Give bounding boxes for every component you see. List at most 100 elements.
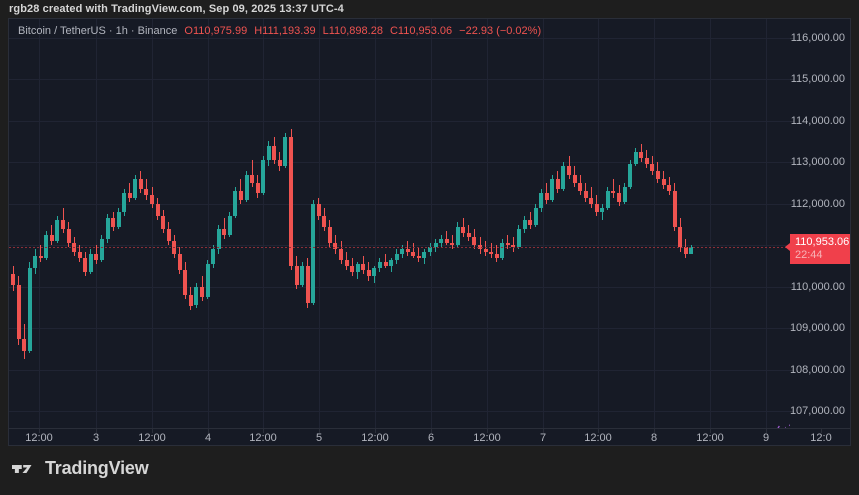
candle-wick: [251, 160, 253, 188]
candle-body: [350, 266, 355, 273]
candle-body: [11, 274, 15, 285]
candle-body: [411, 251, 416, 256]
price-axis-label: 116,000.00: [790, 32, 845, 44]
legend-change: −22.93 (−0.02%): [459, 25, 542, 37]
current-price-value: 110,953.06: [795, 236, 850, 248]
candle-body: [150, 195, 154, 204]
time-axis-label: 7: [539, 432, 547, 444]
candle-body: [528, 220, 533, 225]
candle-body: [250, 174, 255, 183]
candle-body: [94, 253, 99, 260]
candle-body: [444, 239, 449, 244]
price-axis-label: 113,000.00: [790, 156, 845, 168]
candle-body: [550, 178, 555, 200]
candle-body: [400, 249, 405, 254]
candle-body: [516, 228, 521, 248]
gridline-horizontal: [9, 121, 790, 122]
legend-open-value: 110,975.99: [192, 25, 248, 37]
candle-body: [661, 178, 666, 186]
candle-body: [138, 178, 143, 190]
candle-body: [461, 226, 466, 233]
candle-body: [678, 226, 683, 248]
price-axis[interactable]: 116,000.00 115,000.00 114,000.00 113,000.00…: [785, 19, 850, 428]
candle-wick: [446, 230, 448, 246]
candle-body: [55, 220, 60, 242]
tradingview-logo[interactable]: TradingView: [12, 458, 149, 479]
candle-body: [238, 191, 243, 200]
candle-body: [450, 243, 455, 246]
candle-wick: [546, 183, 548, 204]
candle-body: [200, 286, 205, 298]
candle-body: [422, 251, 427, 258]
time-axis-label: 12:00: [584, 432, 612, 444]
legend-low-label: L: [322, 25, 329, 37]
time-axis[interactable]: 12:00 3 12:00 4 12:00 5 12:00 6 12:00 7 12:00 8 12:0…: [9, 428, 850, 445]
legend-symbol: Bitcoin / TetherUS · 1h · Binance: [18, 25, 178, 37]
chart-plot-area[interactable]: Bitcoin / TetherUS · 1h · Binance O110,97…: [9, 19, 790, 428]
candle-body: [177, 253, 182, 271]
time-axis-label: 12:00: [361, 432, 389, 444]
candle-body: [622, 187, 627, 202]
candle-body: [372, 268, 377, 277]
gridline-vertical: [766, 19, 767, 428]
price-badge-arrow: [785, 243, 790, 251]
current-price-badge[interactable]: 110,953.06 22:44: [790, 234, 850, 264]
chart-legend[interactable]: Bitcoin / TetherUS · 1h · Binance O110,97…: [18, 25, 541, 37]
candle-body: [61, 220, 66, 229]
candle-body: [77, 251, 82, 258]
time-axis-tick: [39, 429, 40, 433]
candle-body: [244, 174, 249, 200]
gridline-vertical: [487, 19, 488, 428]
time-axis-tick: [319, 429, 320, 433]
candle-body: [361, 263, 366, 271]
candle-wick: [590, 187, 592, 208]
price-axis-label: 108,000.00: [789, 364, 845, 376]
candle-body: [539, 193, 544, 208]
candle-body: [44, 234, 49, 258]
candle-body: [494, 253, 499, 258]
realtime-bolt-icon: [776, 422, 790, 428]
candle-body: [511, 245, 516, 248]
time-axis-label: 12:00: [473, 432, 501, 444]
candle-body: [650, 164, 655, 171]
candle-body: [305, 266, 310, 304]
time-axis-tick: [543, 429, 544, 433]
candle-wick: [385, 253, 387, 269]
price-axis-label: 112,000.00: [790, 198, 845, 210]
candle-body: [416, 255, 421, 258]
candle-body: [227, 216, 232, 235]
candle-body: [16, 284, 21, 339]
candle-body: [644, 158, 649, 165]
price-axis-tick: [790, 411, 794, 412]
candle-body: [27, 268, 32, 352]
gridline-horizontal: [9, 79, 790, 80]
candle-body: [639, 151, 644, 159]
time-axis-tick: [152, 429, 153, 433]
candle-body: [489, 251, 494, 254]
candle-wick: [418, 247, 420, 262]
time-axis-label: 12:0: [810, 432, 832, 444]
time-axis-tick: [821, 429, 822, 433]
candle-body: [366, 270, 371, 277]
gridline-vertical: [319, 19, 320, 428]
price-axis-tick: [790, 370, 794, 371]
candle-body: [655, 170, 660, 179]
gridline-vertical: [543, 19, 544, 428]
candle-wick: [512, 236, 514, 252]
candle-body: [38, 255, 43, 258]
candle-body: [594, 203, 599, 213]
candle-body: [261, 160, 266, 194]
candle-body: [439, 239, 444, 244]
time-axis-label: 3: [92, 432, 100, 444]
candle-body: [116, 212, 121, 227]
bar-countdown: 22:44: [795, 249, 823, 261]
candle-body: [522, 220, 527, 229]
price-axis-tick: [790, 287, 794, 288]
gridline-vertical: [654, 19, 655, 428]
candle-body: [455, 226, 460, 246]
gridline-vertical: [208, 19, 209, 428]
candle-body: [205, 263, 210, 298]
candle-body: [589, 197, 594, 204]
candle-wick: [490, 243, 492, 258]
